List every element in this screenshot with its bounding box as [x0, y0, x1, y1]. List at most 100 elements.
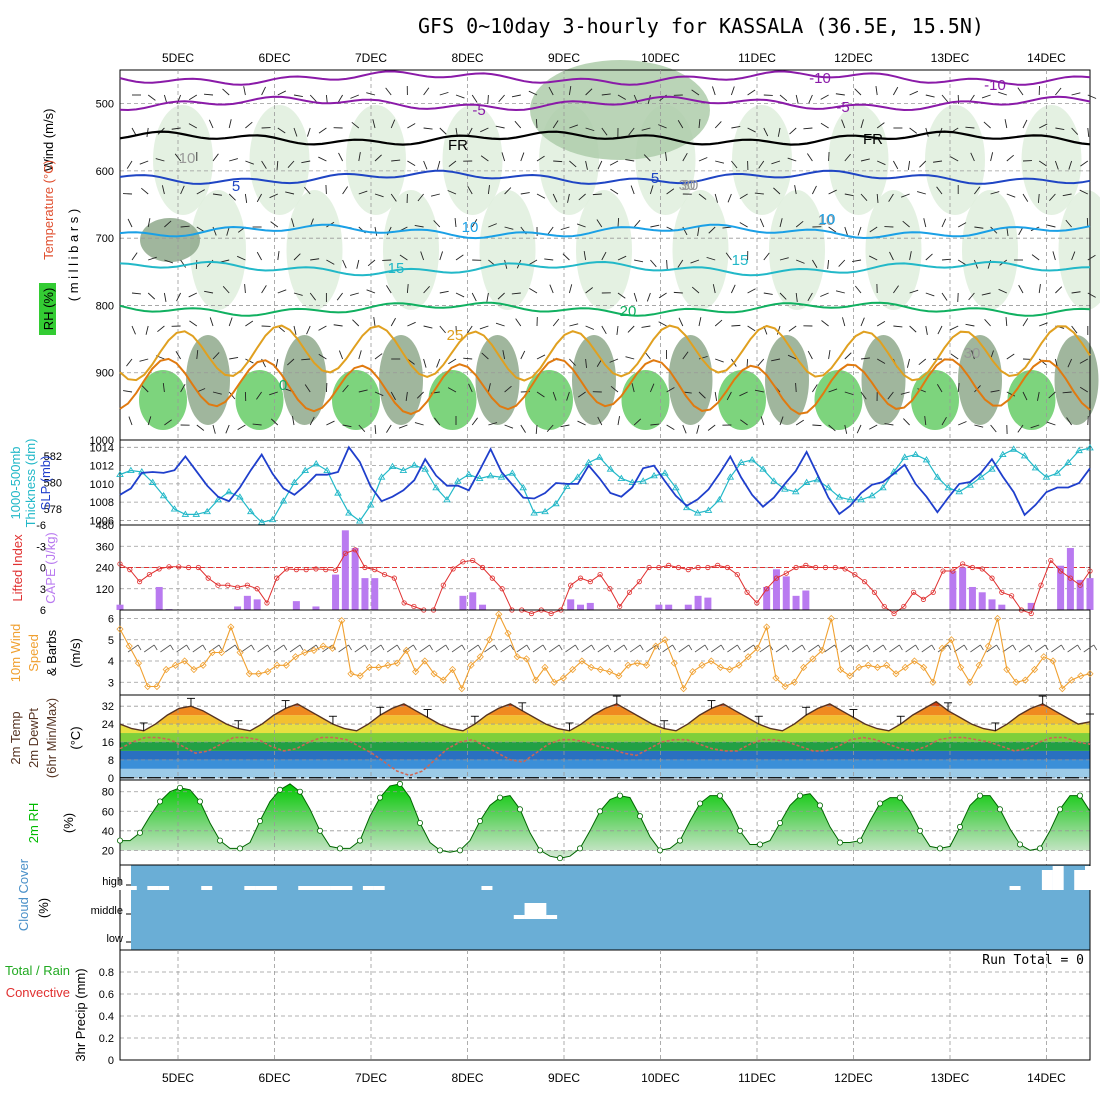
wind-barb: [439, 325, 446, 334]
cape-bar: [292, 601, 300, 610]
wind-speed-point: [1049, 657, 1057, 665]
rh-shade: [732, 105, 792, 215]
thickness-point: [225, 487, 233, 495]
wind-barb: [965, 126, 975, 129]
wind-barb: [763, 127, 769, 137]
thickness-point: [1031, 464, 1040, 471]
wind-speed-point: [199, 661, 207, 669]
wind-barb: [414, 224, 424, 228]
thickness-point: [704, 506, 713, 513]
wind-barb: [779, 94, 788, 102]
thickness-point: [824, 483, 833, 491]
li-ytick: 0: [40, 563, 46, 575]
thickness-point: [410, 461, 419, 468]
contour-label: -5: [836, 99, 849, 116]
wind-barb: [127, 218, 133, 228]
thickness-point: [301, 466, 310, 473]
wind-speed-point: [716, 663, 725, 671]
wind-barb: [416, 391, 424, 399]
wind-barb: [1018, 284, 1024, 294]
wind-barb: [981, 94, 991, 99]
wind-barb: [1038, 284, 1041, 294]
wind-speed-point: [1067, 676, 1076, 684]
rh-point: [136, 829, 143, 836]
wind-label-c: & Barbs: [44, 629, 59, 676]
cape-bar: [968, 586, 976, 610]
wind-barb: [844, 352, 852, 360]
wind-barb: [188, 94, 198, 101]
wind-barb: [126, 160, 133, 169]
wind-barb: [725, 252, 732, 261]
wind-barb-flag: [1077, 644, 1081, 651]
wind-barb-flag: [558, 644, 563, 651]
cape-bar: [1027, 602, 1035, 610]
wind-barb: [747, 127, 756, 133]
wind-barb: [893, 160, 899, 170]
wind-barb: [811, 185, 817, 195]
wind-barb: [157, 325, 165, 333]
wind-barb: [984, 319, 991, 327]
wind-barb: [950, 353, 959, 360]
wind-barb: [566, 391, 570, 401]
wind-barb: [1022, 119, 1028, 129]
wind-barb: [529, 287, 538, 294]
wind-speed-point: [144, 682, 152, 691]
thickness-point: [508, 469, 517, 476]
wind-barb-flag: [299, 644, 304, 651]
wind-barb: [291, 416, 295, 426]
wind-barb: [176, 644, 187, 653]
wind-barb: [1087, 94, 1097, 99]
wind-barb: [342, 186, 349, 195]
li-point: [636, 579, 642, 585]
wind-barb: [1049, 193, 1056, 201]
li-point: [303, 567, 309, 573]
wind-barb: [957, 383, 960, 393]
li-ytick: 6: [40, 605, 46, 617]
thickness-point: [672, 483, 680, 491]
wind-barb: [1079, 189, 1088, 195]
wind-barb: [835, 93, 845, 96]
wind-label-a: 10m Wind: [8, 624, 23, 683]
wind-barb-flag: [526, 644, 531, 651]
date-label-bottom: 10DEC: [641, 1071, 680, 1085]
contour-label: -10: [809, 70, 831, 87]
wind-barb: [844, 226, 849, 236]
wind-barb: [463, 357, 473, 360]
rh-shade: [525, 370, 573, 430]
rh-panel: 20 40 60 80: [102, 779, 1091, 866]
wind-barb: [338, 350, 344, 360]
run-total: Run Total = 0: [982, 953, 1084, 968]
wind-barb: [633, 292, 638, 302]
wind-barb: [148, 256, 157, 261]
wind-barb: [552, 193, 558, 203]
wind-barb: [998, 91, 1007, 96]
cape-bar: [1066, 548, 1074, 610]
wind-barb: [269, 193, 278, 199]
wind-panel: 3 4 5 6: [108, 609, 1098, 696]
rh-shade: [765, 335, 809, 425]
wind-barb-flag: [494, 644, 498, 651]
li-point: [254, 586, 260, 592]
wind-barb: [578, 193, 586, 201]
thickness-point: [290, 478, 299, 485]
wind-barb: [698, 157, 708, 162]
thickness-point: [933, 473, 942, 480]
li-point: [764, 586, 770, 592]
li-point: [1038, 582, 1044, 588]
wind-barb: [1034, 644, 1046, 653]
thickness-line: [119, 447, 1091, 523]
wind-barb: [128, 416, 133, 426]
date-label-top: 6DEC: [258, 51, 290, 65]
rh-label: 2m RH: [26, 803, 41, 843]
wind-ytick: 3: [108, 677, 114, 689]
rh-point: [877, 800, 884, 807]
date-label-bottom: 14DEC: [1027, 1071, 1066, 1085]
wind-barb: [609, 160, 619, 166]
wind-barb: [479, 325, 489, 330]
wind-barb: [358, 350, 362, 360]
cloud-middle-bar: [513, 915, 525, 919]
wind-barb: [405, 391, 408, 401]
wind-barb: [906, 358, 911, 368]
wind-barb: [754, 192, 764, 195]
wind-barb: [643, 154, 651, 162]
